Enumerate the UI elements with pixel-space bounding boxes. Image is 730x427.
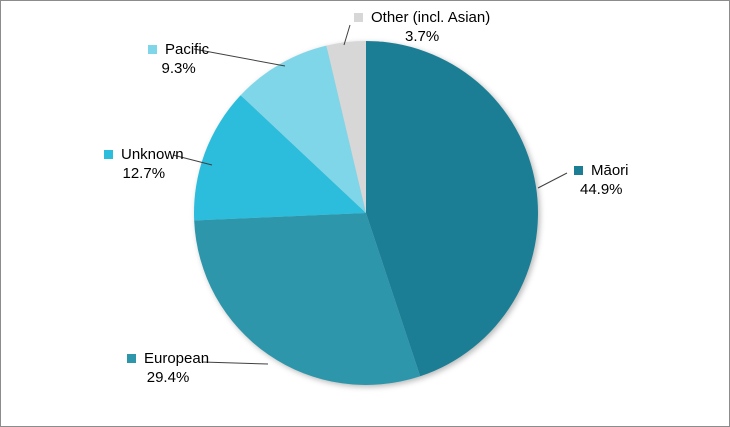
data-label-other-name: Other (incl. Asian): [371, 9, 491, 26]
data-label-other-value: 3.7%: [405, 28, 440, 45]
leader-line-european: [201, 361, 269, 365]
pie-slice-2: [194, 95, 366, 221]
data-label-unknown: Unknown 12.7%: [104, 145, 184, 183]
pie-slice-1: [194, 213, 421, 385]
data-label-unknown-value: 12.7%: [122, 165, 166, 182]
leader-lines: [172, 24, 568, 365]
legend-key-european: [127, 354, 136, 363]
data-label-maori-value: 44.9%: [579, 181, 623, 198]
data-label-other: Other (incl. Asian) 3.7%: [354, 8, 490, 46]
pie-slices: [194, 41, 538, 385]
pie-slice-4: [326, 41, 366, 213]
legend-key-other: [354, 13, 363, 22]
legend-key-maori: [574, 166, 583, 175]
leader-line-maori: [537, 172, 568, 189]
legend-key-pacific: [148, 45, 157, 54]
data-label-unknown-name: Unknown: [121, 146, 184, 163]
data-label-pacific: Pacific 9.3%: [148, 40, 209, 78]
leader-line-pacific: [193, 48, 286, 67]
leader-line-other: [343, 24, 351, 46]
data-label-maori: Māori 44.9%: [574, 161, 629, 199]
data-label-pacific-name: Pacific: [165, 41, 210, 58]
data-label-european-value: 29.4%: [146, 369, 190, 386]
legend-key-unknown: [104, 150, 113, 159]
data-label-european: European 29.4%: [127, 349, 209, 387]
data-label-pacific-value: 9.3%: [161, 60, 196, 77]
pie-slice-0: [366, 41, 538, 377]
leader-line-unknown: [172, 154, 213, 166]
data-label-european-name: European: [144, 350, 210, 367]
pie-slice-3: [240, 45, 366, 213]
data-label-maori-name: Māori: [591, 162, 629, 179]
